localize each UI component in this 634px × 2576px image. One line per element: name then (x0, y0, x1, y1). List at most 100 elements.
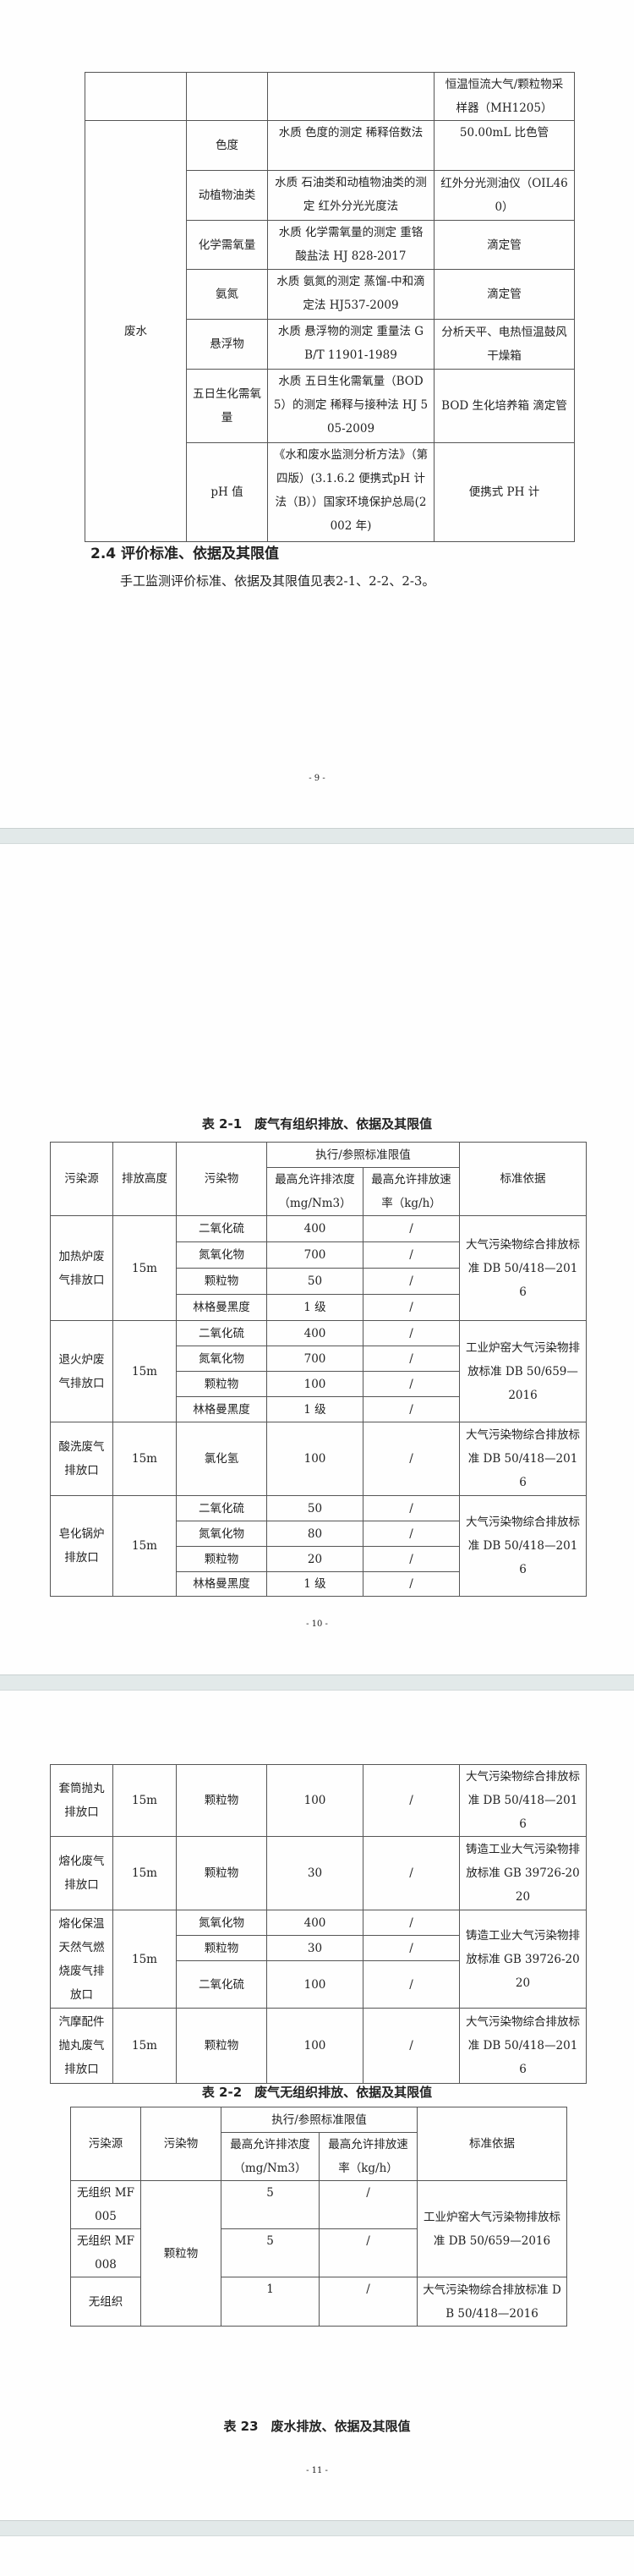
concentration-cell: 1 级 (266, 1396, 363, 1422)
header-pollutant: 污染物 (140, 2107, 221, 2181)
instrument-cell: 50.00mL 比色管 (434, 120, 575, 171)
table-2-1-continued: 套筒抛丸排放口 15m 颗粒物 100/大气污染物综合排放标准 DB 50/418—2… (50, 1764, 587, 2084)
source-cell: 无组织 MF008 (70, 2228, 141, 2277)
table-row: 无组织 1/大气污染物综合排放标准 DB 50/418—2016 (70, 2277, 567, 2327)
standard-cell: 工业炉窑大气污染物排放标准 DB 50/659—2016 (417, 2180, 567, 2277)
method-cell: 《水和废水监测分析方法》（第四版）(3.1.6.2 便携式pH 计法（B））国家… (267, 442, 435, 542)
header-rate: 最高允许排放速率（kg/h） (319, 2132, 418, 2181)
header-concentration: 最高允许排浓度（mg/Nm3） (221, 2132, 320, 2181)
item-cell: pH 值 (186, 442, 268, 542)
rate-cell: / (363, 1546, 460, 1572)
rate-cell: / (363, 2008, 460, 2084)
pollutant-cell: 林格曼黑度 (176, 1571, 267, 1597)
table-row: 颗粒物 20/ (51, 1546, 587, 1572)
empty-cell (267, 72, 435, 121)
item-cell: 氨氮 (186, 269, 268, 320)
empty-cell (186, 72, 268, 121)
pollutant-cell: 氮氧化物 (176, 1910, 267, 1936)
table-2-1-caption: 表 2-1 废气有组织排放、依据及其限值 (201, 1116, 433, 1132)
concentration-cell: 100 (266, 1422, 363, 1496)
rate-cell: / (319, 2180, 418, 2229)
table-2-2-caption: 表 2-2 废气无组织排放、依据及其限值 (201, 2085, 433, 2100)
table-row: pH 值《水和废水监测分析方法》（第四版）(3.1.6.2 便携式pH 计法（B… (85, 442, 575, 542)
rate-cell: / (363, 1495, 460, 1521)
concentration-cell: 700 (266, 1346, 363, 1372)
source-cell: 熔化废气排放口 (50, 1836, 113, 1910)
table-row: 林格曼黑度 1 级 / (51, 1396, 587, 1422)
table-row: 汽摩配件抛丸废气排放口 15m 颗粒物 100/大气污染物综合排放标准 DB 50/4… (50, 2008, 587, 2084)
method-cell: 水质 氨氮的测定 蒸馏-中和滴定法 HJ537-2009 (267, 269, 435, 320)
rate-cell: / (319, 2228, 418, 2277)
pollutant-cell: 颗粒物 (176, 2008, 267, 2084)
pollutant-cell: 林格曼黑度 (176, 1396, 267, 1422)
height-cell: 15m (112, 1422, 177, 1496)
height-cell: 15m (112, 1215, 177, 1321)
table-2-2: 污染源 污染物 执行/参照标准限值 标准依据 最高允许排浓度（mg/Nm3） 最高允许排放… (70, 2107, 567, 2327)
rate-cell: / (363, 1910, 460, 1936)
table-row: 悬浮物 水质 悬浮物的测定 重量法 GB/T 11901-1989 分析天平、电热恒… (85, 319, 575, 370)
pollutant-cell: 颗粒物 (176, 1764, 267, 1837)
section-paragraph: 手工监测评价标准、依据及其限值见表2-1、2-2、2-3。 (120, 573, 435, 589)
page-number: - 9 - (309, 774, 325, 783)
pollutant-cell: 二氧化硫 (176, 1215, 267, 1242)
rate-cell: / (363, 1241, 460, 1269)
standard-cell: 大气污染物综合排放标准 DB 50/418—2016 (459, 1495, 587, 1597)
concentration-cell: 20 (266, 1546, 363, 1572)
item-cell: 色度 (186, 120, 268, 171)
concentration-cell: 1 级 (266, 1294, 363, 1321)
instrument-cell: 红外分光测油仪（OIL460） (434, 170, 575, 221)
height-cell: 15m (112, 1836, 177, 1910)
rate-cell: / (319, 2277, 418, 2327)
header-standard: 标准依据 (459, 1142, 587, 1216)
header-source: 污染源 (50, 1142, 113, 1216)
pollutant-cell: 颗粒物 (176, 1836, 267, 1910)
source-cell: 无组织 (70, 2277, 141, 2327)
header-standard: 标准依据 (417, 2107, 567, 2181)
source-cell: 汽摩配件抛丸废气排放口 (50, 2008, 113, 2084)
header-limit-group: 执行/参照标准限值 (221, 2107, 418, 2133)
table-row: 林格曼黑度 1 级 / (51, 1571, 587, 1597)
table-row: 氮氧化物 700/ (51, 1346, 587, 1372)
standard-cell: 铸造工业大气污染物排放标准 GB 39726-2020 (459, 1836, 587, 1910)
table-row: 熔化废气排放口 15m 颗粒物 30/铸造工业大气污染物排放标准 GB 39726-2… (50, 1836, 587, 1910)
rate-cell: / (363, 1836, 460, 1910)
table-row: 颗粒物 100/ (51, 1371, 587, 1397)
pollutant-cell: 颗粒物 (140, 2180, 221, 2327)
table-row: 退火炉废气排放口 15m 二氧化硫 400/工业炉窑大气污染物排放标准 DB 50/6… (50, 1320, 587, 1422)
pollutant-cell: 氮氧化物 (176, 1241, 267, 1269)
concentration-cell: 5 (221, 2180, 320, 2229)
page-separator (0, 2520, 634, 2536)
page-separator (0, 828, 634, 844)
concentration-cell: 80 (266, 1521, 363, 1547)
height-cell: 15m (112, 1495, 177, 1597)
source-cell: 加热炉废气排放口 (50, 1215, 113, 1321)
method-cell: 水质 化学需氧量的测定 重铬酸盐法 HJ 828-2017 (267, 220, 435, 270)
method-cell: 水质 悬浮物的测定 重量法 GB/T 11901-1989 (267, 319, 435, 370)
pollutant-cell: 林格曼黑度 (176, 1294, 267, 1321)
pollutant-cell: 二氧化硫 (176, 1320, 267, 1346)
method-cell: 水质 色度的测定 稀释倍数法 (267, 120, 435, 171)
table-row: 废水 色度 水质 色度的测定 稀释倍数法 50.00mL 比色管 (85, 120, 575, 542)
rate-cell: / (363, 1764, 460, 1837)
instrument-cell: 便携式 PH 计 (434, 442, 575, 542)
height-cell: 15m (112, 1764, 177, 1837)
table-row: 最高允许排浓度（mg/Nm3） 最高允许排放速率（kg/h） (51, 1167, 587, 1216)
header-source: 污染源 (70, 2107, 141, 2181)
table-row: 加热炉废气排放口 15m 二氧化硫 400/大气污染物综合排放标准 DB 50/418… (50, 1215, 587, 1321)
table-row: 无组织 MF005 颗粒物 5/工业炉窑大气污染物排放标准 DB 50/659—20… (70, 2180, 567, 2327)
rate-cell: / (363, 1320, 460, 1346)
category-cell: 废水 (85, 120, 187, 542)
concentration-cell: 30 (266, 1935, 363, 1961)
source-cell: 酸洗废气排放口 (50, 1422, 113, 1496)
page-number: - 10 - (306, 1620, 328, 1629)
header-limit-group: 执行/参照标准限值 (266, 1142, 460, 1168)
header-concentration: 最高允许排浓度（mg/Nm3） (266, 1167, 363, 1216)
rate-cell: / (363, 1521, 460, 1547)
pollutant-cell: 颗粒物 (176, 1546, 267, 1572)
header-pollutant: 污染物 (176, 1142, 267, 1216)
concentration-cell: 400 (266, 1910, 363, 1936)
section-heading: 2.4 评价标准、依据及其限值 (90, 545, 280, 562)
height-cell: 15m (112, 1320, 177, 1422)
table-row: 五日生化需氧量 水质 五日生化需氧量（BOD5）的测定 稀释与接种法 HJ 505… (85, 369, 575, 443)
instrument-cell: 滴定管 (434, 220, 575, 270)
